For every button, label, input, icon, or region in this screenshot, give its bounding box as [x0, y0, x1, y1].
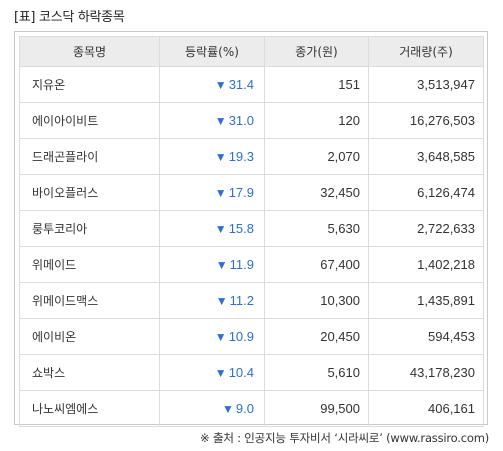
close-price-cell: 67,400 — [264, 246, 369, 283]
close-price-cell: 20,450 — [264, 318, 369, 355]
change-rate-value: 11.9 — [229, 257, 254, 272]
down-arrow-icon: ▼ — [214, 330, 227, 344]
volume-cell: 6,126,474 — [368, 174, 484, 211]
header-close-price: 종가(원) — [264, 36, 369, 67]
volume-cell: 43,178,230 — [368, 354, 484, 391]
change-rate-value: 19.3 — [228, 149, 254, 164]
close-price-cell: 99,500 — [264, 390, 369, 427]
stock-name-cell: 쇼박스 — [19, 354, 160, 391]
volume-cell: 1,435,891 — [368, 282, 484, 319]
stock-name-cell: 에이아이비트 — [19, 102, 160, 139]
stock-name-cell: 바이오플러스 — [19, 174, 160, 211]
change-rate-value: 10.9 — [228, 329, 254, 344]
down-arrow-icon: ▼ — [214, 114, 227, 128]
header-stock-name: 종목명 — [19, 36, 160, 67]
change-rate-cell: ▼ 31.4 — [159, 66, 265, 103]
volume-cell: 2,722,633 — [368, 210, 484, 247]
stock-name-cell: 위메이드 — [19, 246, 160, 283]
stock-name-cell: 드래곤플라이 — [19, 138, 160, 175]
down-arrow-icon: ▼ — [215, 258, 228, 272]
change-rate-cell: ▼ 31.0 — [159, 102, 265, 139]
close-price-cell: 32,450 — [264, 174, 369, 211]
change-rate-value: 17.9 — [228, 185, 254, 200]
change-rate-cell: ▼ 11.9 — [159, 246, 265, 283]
change-rate-cell: ▼ 19.3 — [159, 138, 265, 175]
change-rate-value: 31.0 — [228, 113, 254, 128]
down-arrow-icon: ▼ — [215, 294, 228, 308]
kosdaq-decliners-table: 종목명 등락률(%) 종가(원) 거래량(주) 지유온 ▼ 31.4 151 3,513… — [19, 36, 484, 427]
header-change-rate: 등락률(%) — [159, 36, 265, 67]
close-price-cell: 2,070 — [264, 138, 369, 175]
down-arrow-icon: ▼ — [214, 150, 227, 164]
table-row: 위메이드맥스 ▼ 11.2 10,300 1,435,891 — [19, 282, 484, 319]
table-row: 룽투코리아 ▼ 15.8 5,630 2,722,633 — [19, 210, 484, 247]
table-frame: 종목명 등락률(%) 종가(원) 거래량(주) 지유온 ▼ 31.4 151 3,513… — [14, 31, 488, 427]
change-rate-cell: ▼ 15.8 — [159, 210, 265, 247]
close-price-cell: 10,300 — [264, 282, 369, 319]
table-row: 드래곤플라이 ▼ 19.3 2,070 3,648,585 — [19, 138, 484, 175]
change-rate-value: 9.0 — [235, 401, 254, 416]
change-rate-cell: ▼ 11.2 — [159, 282, 265, 319]
volume-cell: 1,402,218 — [368, 246, 484, 283]
change-rate-cell: ▼ 9.0 — [159, 390, 265, 427]
stock-name-cell: 에이비온 — [19, 318, 160, 355]
close-price-cell: 151 — [264, 66, 369, 103]
stock-name-cell: 지유온 — [19, 66, 160, 103]
table-row: 쇼박스 ▼ 10.4 5,610 43,178,230 — [19, 354, 484, 391]
table-row: 나노씨엠에스 ▼ 9.0 99,500 406,161 — [19, 390, 484, 427]
stock-name-cell: 위메이드맥스 — [19, 282, 160, 319]
close-price-cell: 120 — [264, 102, 369, 139]
volume-cell: 406,161 — [368, 390, 484, 427]
table-row: 에이비온 ▼ 10.9 20,450 594,453 — [19, 318, 484, 355]
down-arrow-icon: ▼ — [214, 366, 227, 380]
table-row: 바이오플러스 ▼ 17.9 32,450 6,126,474 — [19, 174, 484, 211]
change-rate-value: 31.4 — [228, 77, 254, 92]
table-row: 지유온 ▼ 31.4 151 3,513,947 — [19, 66, 484, 103]
header-volume: 거래량(주) — [368, 36, 484, 67]
down-arrow-icon: ▼ — [214, 78, 227, 92]
change-rate-cell: ▼ 17.9 — [159, 174, 265, 211]
stock-name-cell: 나노씨엠에스 — [19, 390, 160, 427]
down-arrow-icon: ▼ — [214, 186, 227, 200]
down-arrow-icon: ▼ — [214, 222, 227, 236]
volume-cell: 16,276,503 — [368, 102, 484, 139]
volume-cell: 594,453 — [368, 318, 484, 355]
table-title: [표] 코스닥 하락종목 — [14, 10, 125, 25]
close-price-cell: 5,630 — [264, 210, 369, 247]
header-row: 종목명 등락률(%) 종가(원) 거래량(주) — [19, 36, 484, 67]
close-price-cell: 5,610 — [264, 354, 369, 391]
stock-name-cell: 룽투코리아 — [19, 210, 160, 247]
change-rate-value: 11.2 — [229, 293, 254, 308]
change-rate-cell: ▼ 10.9 — [159, 318, 265, 355]
table-row: 에이아이비트 ▼ 31.0 120 16,276,503 — [19, 102, 484, 139]
table-row: 위메이드 ▼ 11.9 67,400 1,402,218 — [19, 246, 484, 283]
change-rate-value: 10.4 — [228, 365, 254, 380]
change-rate-cell: ▼ 10.4 — [159, 354, 265, 391]
volume-cell: 3,648,585 — [368, 138, 484, 175]
down-arrow-icon: ▼ — [222, 402, 234, 416]
source-note: ※ 출처 : 인공지능 투자비서 ‘시라씨로’ (www.rassiro.com… — [200, 431, 489, 445]
volume-cell: 3,513,947 — [368, 66, 484, 103]
change-rate-value: 15.8 — [228, 221, 254, 236]
